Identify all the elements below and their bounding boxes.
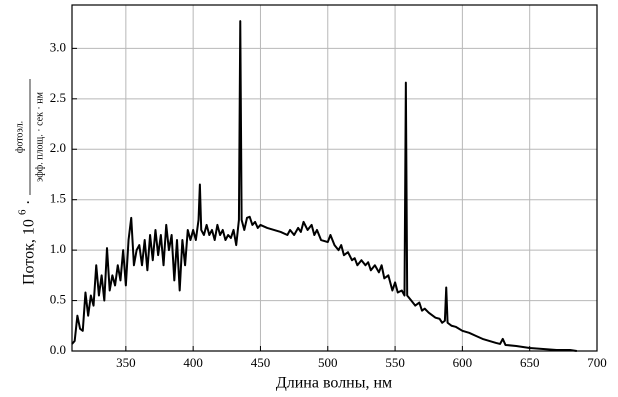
y-label-numerator: фотоэл. — [14, 121, 25, 153]
x-tick-label: 400 — [183, 355, 203, 370]
x-tick-label: 450 — [251, 355, 271, 370]
y-label-text: Поток, 10 — [21, 219, 38, 285]
plot-frame — [71, 4, 598, 352]
x-tick-label: 550 — [385, 355, 405, 370]
y-tick-label: 2.0 — [50, 140, 66, 155]
x-tick-label: 500 — [318, 355, 338, 370]
x-axis-label: Длина волны, нм — [276, 375, 392, 392]
x-tick-label: 700 — [587, 355, 607, 370]
x-tick-label: 650 — [520, 355, 540, 370]
spectrum-line — [71, 20, 577, 352]
y-tick-label: 1.5 — [50, 191, 66, 206]
y-tick-label: 0.0 — [50, 342, 66, 357]
y-tick-label: 0.5 — [50, 292, 66, 307]
y-label-exponent: 6 — [17, 209, 29, 215]
x-tick-label: 600 — [453, 355, 473, 370]
y-tick-label: 2.5 — [50, 90, 66, 105]
grid — [72, 5, 598, 352]
y-label-separator: · — [21, 200, 38, 205]
y-tick-label: 3.0 — [50, 39, 66, 54]
y-label-denominator: эфф. площ. · сек · нм — [34, 91, 45, 182]
y-axis-label: Поток, 10 6 · фотоэл. эфф. площ. · сек ·… — [14, 79, 45, 285]
x-tick-label: 350 — [116, 355, 136, 370]
y-tick-label: 1.0 — [50, 241, 66, 256]
